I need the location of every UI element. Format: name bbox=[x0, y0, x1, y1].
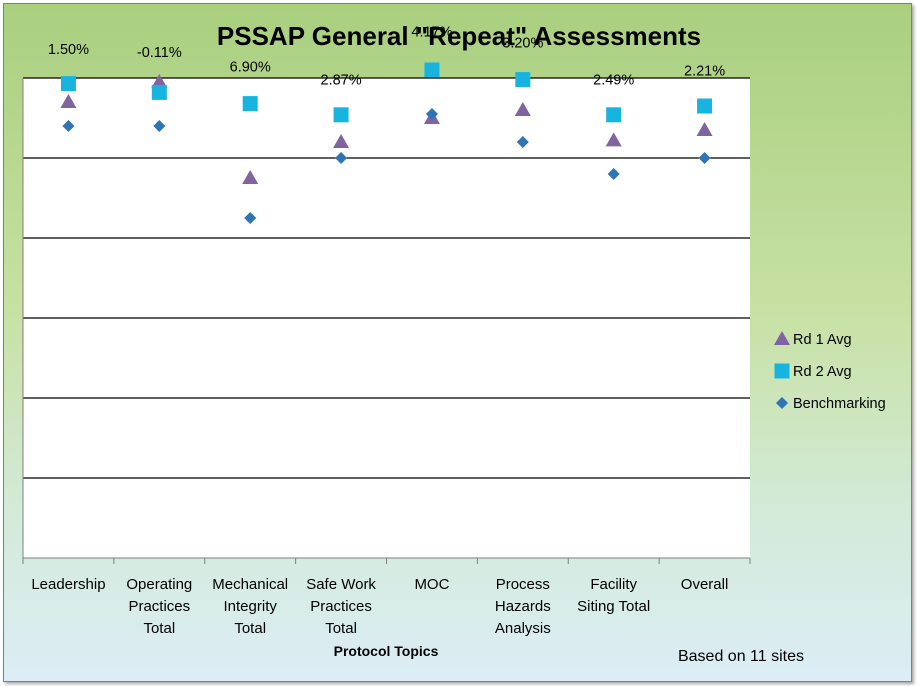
data-label: 2.49% bbox=[593, 72, 634, 88]
x-tick-label: Practices bbox=[128, 598, 190, 615]
legend-marker-rd-2-avg bbox=[774, 363, 790, 379]
rd-2-avg-point bbox=[242, 96, 258, 112]
data-labels: 1.50% -0.11% 6.90% 2.87% 4.17% 3.20% 2.49% 2.21… bbox=[48, 24, 725, 88]
x-tick-label: Facility bbox=[590, 576, 637, 593]
x-tick-label: Process bbox=[496, 576, 550, 593]
rd-2-avg-point bbox=[60, 76, 76, 92]
rd-2-avg-point bbox=[515, 72, 531, 88]
benchmarking-point bbox=[516, 136, 529, 148]
rd-1-avg-point bbox=[333, 134, 350, 148]
data-label: 6.90% bbox=[230, 60, 271, 76]
benchmarking-point bbox=[425, 108, 438, 120]
rd-1-avg-point bbox=[514, 102, 531, 116]
scatter-chart: PSSAP General "Repeat" Assessments Leade… bbox=[22, 21, 886, 665]
x-tick-label: Hazards bbox=[495, 598, 551, 615]
chart-frame: PSSAP General "Repeat" Assessments Leade… bbox=[3, 3, 912, 682]
benchmarking-point bbox=[607, 168, 620, 180]
legend-label-rd-2-avg: Rd 2 Avg bbox=[793, 364, 852, 380]
data-points bbox=[60, 62, 713, 224]
legend: Rd 1 Avg Rd 2 Avg Benchmarking bbox=[774, 331, 886, 412]
x-tick-label: Total bbox=[143, 620, 175, 637]
x-tick-label: MOC bbox=[414, 576, 449, 593]
data-label: 2.21% bbox=[684, 64, 725, 80]
data-label: 4.17% bbox=[411, 24, 452, 40]
rd-1-avg-point bbox=[605, 132, 622, 147]
x-tick-label: Integrity bbox=[224, 598, 278, 615]
legend-label-benchmarking: Benchmarking bbox=[793, 396, 886, 412]
rd-1-avg-point bbox=[60, 94, 77, 108]
rd-2-avg-point bbox=[606, 107, 622, 123]
legend-label-rd-1-avg: Rd 1 Avg bbox=[793, 332, 852, 348]
data-label: 3.20% bbox=[502, 36, 543, 52]
x-tick-label: Siting Total bbox=[577, 598, 650, 615]
rd-2-avg-point bbox=[697, 98, 713, 114]
benchmarking-point bbox=[335, 152, 348, 164]
x-tick-label: Operating bbox=[126, 576, 192, 593]
rd-2-avg-point bbox=[424, 62, 440, 78]
benchmarking-point bbox=[698, 152, 711, 164]
x-axis-title: Protocol Topics bbox=[334, 643, 439, 659]
x-tick-label: Leadership bbox=[31, 576, 105, 593]
data-label: 2.87% bbox=[321, 72, 362, 88]
x-axis: Leadership Operating Practices Total Mechani… bbox=[22, 78, 751, 637]
x-tick-label: Analysis bbox=[495, 620, 551, 637]
data-label: 1.50% bbox=[48, 42, 89, 58]
x-tick-label: Total bbox=[325, 620, 357, 637]
x-tick-label: Overall bbox=[681, 576, 729, 593]
legend-marker-rd-1-avg bbox=[774, 331, 790, 345]
x-tick-label: Total bbox=[234, 620, 266, 637]
benchmarking-point bbox=[244, 212, 257, 224]
rd-2-avg-point bbox=[151, 84, 167, 100]
benchmarking-point bbox=[62, 120, 75, 132]
x-tick-label: Practices bbox=[310, 598, 372, 615]
benchmarking-point bbox=[153, 120, 166, 132]
data-label: -0.11% bbox=[137, 45, 182, 61]
sites-note: Based on 11 sites bbox=[678, 648, 804, 665]
x-tick-label: Safe Work bbox=[306, 576, 376, 593]
x-tick-label: Mechanical bbox=[212, 576, 288, 593]
chart-title: PSSAP General "Repeat" Assessments bbox=[217, 21, 701, 51]
gridlines bbox=[23, 77, 750, 479]
rd-1-avg-point bbox=[696, 122, 713, 136]
rd-1-avg-point bbox=[242, 170, 259, 184]
rd-2-avg-point bbox=[333, 107, 349, 123]
rd-1-avg-point bbox=[151, 74, 168, 88]
legend-marker-benchmarking bbox=[776, 397, 788, 409]
